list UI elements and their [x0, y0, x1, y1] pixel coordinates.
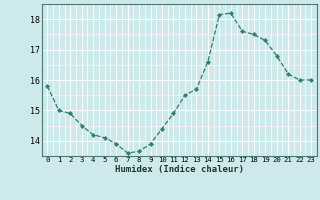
- X-axis label: Humidex (Indice chaleur): Humidex (Indice chaleur): [115, 165, 244, 174]
